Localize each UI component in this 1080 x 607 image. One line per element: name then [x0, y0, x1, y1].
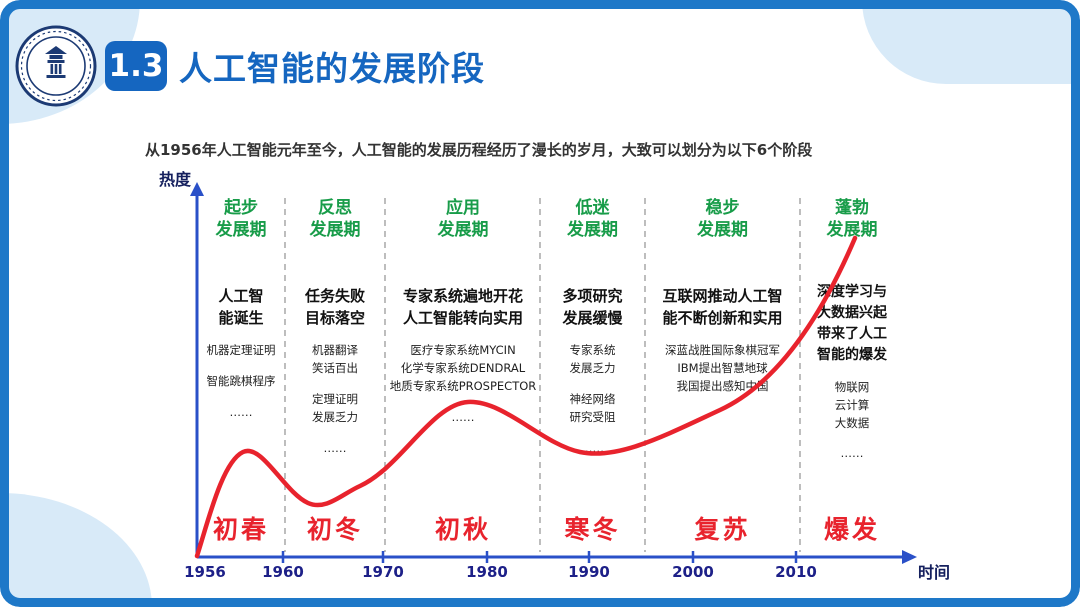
phase-column-reflection: 反思 发展期 任务失败 目标落空 机器翻译 笑话百出 定理证明 发展乏力 …… … [287, 197, 383, 549]
year-tick-label: 2000 [672, 563, 714, 581]
phase-header: 反思 发展期 [309, 198, 361, 241]
phase-detail: …… [229, 405, 253, 419]
phase-detail: …… [323, 440, 347, 455]
season-label: 初冬 [306, 515, 363, 544]
season-label: 初秋 [434, 515, 491, 544]
phase-detail: 定理证明 发展乏力 [312, 392, 358, 424]
y-axis-label: 热度 [158, 170, 191, 189]
phase-header: 应用 发展期 [437, 198, 489, 241]
year-tick-label: 1970 [362, 563, 404, 581]
phase-detail: 机器定理证明 [206, 343, 276, 358]
phase-detail: 机器翻译 笑话百出 [312, 343, 358, 376]
phase-detail: 智能跳棋程序 [206, 374, 276, 389]
phase-headline: 人工智 能诞生 [218, 286, 264, 327]
phase-detail: 物联网 云计算 大数据 [834, 379, 870, 430]
phase-column-downturn: 低迷 发展期 多项研究 发展缓慢 专家系统 发展乏力 神经网络 研究受阻 …… … [542, 197, 643, 549]
phase-column-startup: 起步 发展期 人工智 能诞生 机器定理证明 智能跳棋程序 …… 初春 [197, 197, 285, 549]
phase-column-application: 应用 发展期 专家系统遍地开花 人工智能转向实用 医疗专家系统MYCIN 化学专… [388, 197, 538, 549]
season-label: 初春 [212, 515, 269, 544]
phase-detail: …… [451, 409, 475, 424]
phase-header: 蓬勃 发展期 [826, 198, 878, 241]
phase-detail: 医疗专家系统MYCIN 化学专家系统DENDRAL 地质专家系统PROSPECT… [389, 343, 537, 393]
phase-headline: 互联网推动人工智 能不断创新和实用 [662, 286, 783, 327]
phase-detail: …… [581, 440, 604, 455]
section-number-badge: 1.3 [105, 41, 167, 91]
phase-headline: 深度学习与 大数据兴起 带来了人工 智能的爆发 [817, 283, 887, 363]
phase-detail: …… [840, 446, 864, 461]
phase-detail: 专家系统 发展乏力 [569, 343, 616, 376]
phase-column-steady: 稳步 发展期 互联网推动人工智 能不断创新和实用 深蓝战胜国际象棋冠军 IBM提… [647, 197, 798, 549]
phase-detail: 神经网络 研究受阻 [569, 392, 616, 424]
axis-ticks [281, 551, 798, 563]
page-title: 人工智能的发展阶段 [179, 49, 485, 88]
phase-headline: 任务失败 目标落空 [304, 286, 365, 327]
phase-detail: 深蓝战胜国际象棋冠军 IBM提出智慧地球 我国提出感知中国 [665, 343, 780, 393]
year-tick-label: 1980 [466, 563, 508, 581]
university-logo [14, 24, 98, 108]
slide-subtitle: 从1956年人工智能元年至今，人工智能的发展历程经历了漫长的岁月，大致可以划分为… [145, 141, 813, 159]
season-label: 爆发 [823, 515, 880, 544]
season-label: 复苏 [694, 515, 751, 544]
phase-headline: 多项研究 发展缓慢 [562, 286, 623, 327]
year-tick-label: 2010 [775, 563, 817, 581]
phase-column-booming: 蓬勃 发展期 深度学习与 大数据兴起 带来了人工 智能的爆发 物联网 云计算 大… [801, 197, 903, 549]
phase-header: 起步 发展期 [215, 198, 267, 241]
season-label: 寒冬 [564, 515, 621, 544]
university-seal-icon [15, 25, 97, 107]
x-axis-label: 时间 [918, 563, 951, 582]
year-tick-label: 1960 [262, 563, 304, 581]
phase-header: 稳步 发展期 [697, 198, 748, 241]
year-tick-label: 1956 [184, 563, 226, 581]
phase-header: 低迷 发展期 [567, 198, 618, 241]
phase-headline: 专家系统遍地开花 人工智能转向实用 [402, 286, 523, 327]
year-tick-label: 1990 [568, 563, 610, 581]
